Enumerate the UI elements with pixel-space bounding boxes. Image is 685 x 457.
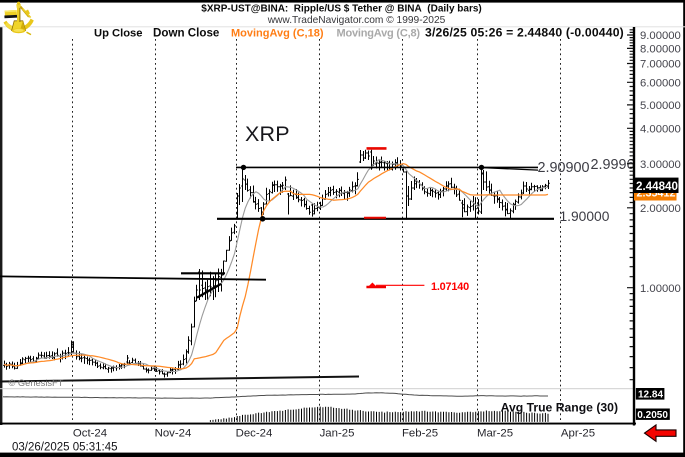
svg-text:Feb-25: Feb-25 [402,428,438,440]
svg-text:Up Close: Up Close [94,28,143,40]
svg-text:9.00000: 9.00000 [640,30,681,42]
svg-text:MovingAvg (C,8): MovingAvg (C,8) [337,28,421,40]
svg-text:Mar-25: Mar-25 [477,428,513,440]
svg-text:2.00000: 2.00000 [640,203,681,215]
svg-text:Avg True Range (30): Avg True Range (30) [501,401,618,415]
svg-text:1.07140: 1.07140 [431,281,469,293]
svg-text:6.00000: 6.00000 [640,77,681,89]
svg-text:www.TradeNavigator.com © 1999-: www.TradeNavigator.com © 1999-2025 [267,15,446,26]
svg-text:7.00000: 7.00000 [640,59,681,71]
svg-text:XRP: XRP [245,122,290,146]
svg-text:4.00000: 4.00000 [640,123,681,135]
svg-text:5.00000: 5.00000 [640,100,681,112]
svg-text:Down Close: Down Close [153,27,220,40]
svg-text:2.99960: 2.99960 [591,157,643,173]
svg-text:© GenesisFT: © GenesisFT [9,378,64,388]
svg-text:1.90000: 1.90000 [560,209,610,224]
svg-text:Apr-25: Apr-25 [561,428,595,440]
svg-text:1.00000: 1.00000 [640,283,681,295]
svg-text:12.84: 12.84 [638,390,663,401]
svg-text:2.90900: 2.90900 [538,160,590,176]
svg-text:Jan-25: Jan-25 [320,428,355,440]
svg-text:$XRP-UST@BINA: Ripple/US $ Te: $XRP-UST@BINA: Ripple/US $ Tether @ BINA… [201,3,481,14]
svg-text:Nov-24: Nov-24 [155,428,192,440]
svg-text:Dec-24: Dec-24 [236,428,273,440]
svg-text:2.44840: 2.44840 [636,180,678,193]
svg-text:MovingAvg (C,18): MovingAvg (C,18) [231,28,324,40]
svg-text:3.00000: 3.00000 [640,159,681,171]
svg-text:3/26/25 05:26 = 2.44840 (-0.00: 3/26/25 05:26 = 2.44840 (-0.00440) [425,26,624,40]
svg-text:8.00000: 8.00000 [640,44,681,56]
svg-text:0.2050: 0.2050 [637,410,668,421]
svg-text:03/26/2025 05:31:45: 03/26/2025 05:31:45 [12,442,118,454]
svg-text:Oct-24: Oct-24 [73,428,107,440]
